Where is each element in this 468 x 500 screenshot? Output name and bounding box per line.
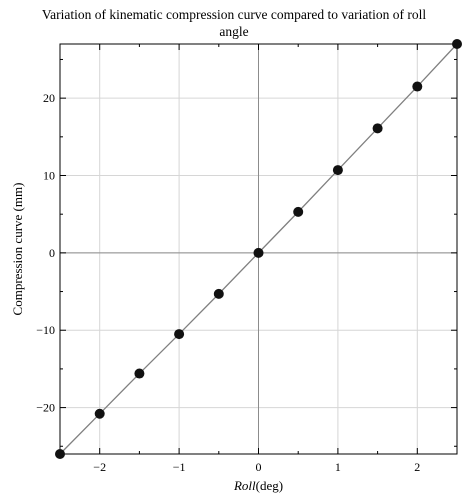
- y-tick-label: 10: [43, 169, 55, 183]
- x-tick-label: 2: [414, 460, 420, 474]
- y-tick-label: 20: [43, 91, 55, 105]
- data-point: [253, 247, 264, 258]
- data-point: [55, 449, 65, 459]
- data-point: [372, 123, 383, 134]
- y-axis-label: Compression curve (mm): [10, 183, 25, 316]
- x-tick-label: −1: [173, 460, 186, 474]
- x-axis-label-unit: (deg): [256, 478, 283, 493]
- data-point: [134, 368, 145, 379]
- x-axis-label-var: Roll: [233, 478, 256, 493]
- data-point: [293, 206, 304, 217]
- y-tick-label: 0: [49, 246, 55, 260]
- x-axis-label: Roll(deg): [233, 478, 283, 493]
- data-point: [452, 39, 462, 49]
- data-point: [94, 408, 105, 419]
- y-tick-label: −20: [36, 401, 55, 415]
- series-group: [55, 39, 462, 459]
- data-point: [174, 329, 185, 340]
- y-tick-label: −10: [36, 323, 55, 337]
- x-tick-label: 1: [335, 460, 341, 474]
- chart-title-line-2: angle: [219, 24, 249, 39]
- data-point: [332, 165, 343, 176]
- chart-title: Variation of kinematic compression curve…: [0, 6, 468, 40]
- x-tick-label: −2: [93, 460, 106, 474]
- x-tick-label: 0: [256, 460, 262, 474]
- data-point: [412, 81, 423, 92]
- data-point: [213, 288, 224, 299]
- chart-title-line-1: Variation of kinematic compression curve…: [41, 7, 427, 22]
